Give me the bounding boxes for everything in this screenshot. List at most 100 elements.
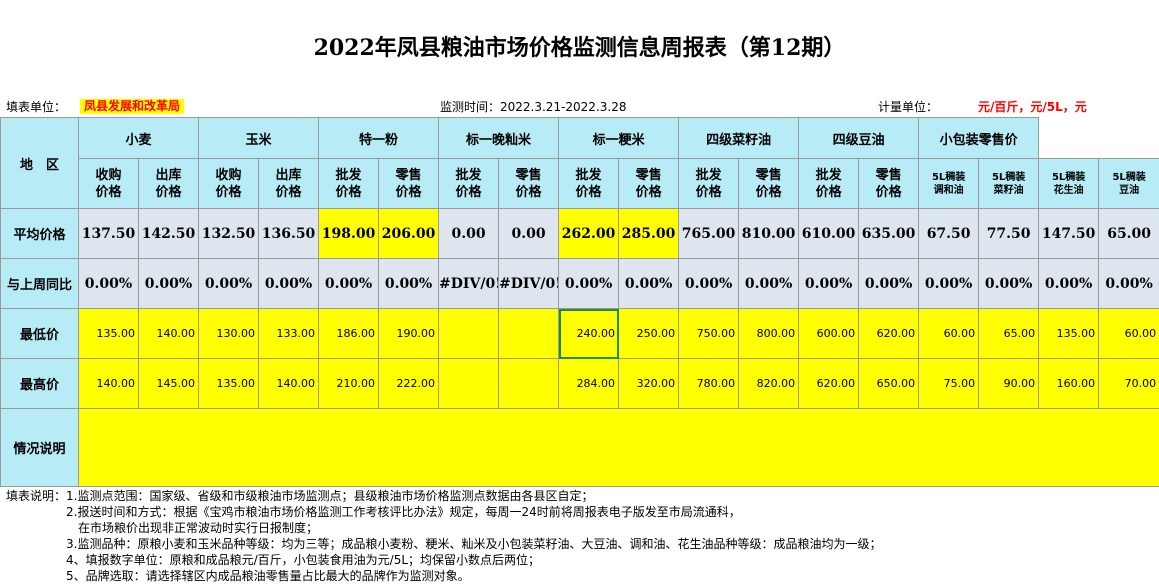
price-cell[interactable]: 810.00 [738, 208, 800, 259]
group-header[interactable]: 小包装零售价 [918, 117, 1040, 159]
unit-value-cell[interactable]: 凤县发展和改革局 [80, 99, 185, 114]
price-cell[interactable]: 635.00 [858, 208, 920, 259]
column-header[interactable]: 零售 价格 [738, 158, 800, 209]
price-cell[interactable]: 90.00 [978, 358, 1040, 409]
price-cell[interactable]: 67.50 [918, 208, 980, 259]
price-cell[interactable]: #DIV/0! [438, 258, 500, 309]
price-cell[interactable]: 136.50 [258, 208, 320, 259]
price-cell[interactable]: 0.00% [198, 258, 260, 309]
price-cell[interactable]: 0.00% [978, 258, 1040, 309]
column-header[interactable]: 出库 价格 [258, 158, 320, 209]
price-cell[interactable]: 198.00 [318, 208, 380, 259]
price-cell[interactable]: 60.00 [918, 308, 980, 359]
price-cell[interactable] [438, 358, 500, 409]
column-header[interactable]: 批发 价格 [318, 158, 380, 209]
price-cell[interactable]: 650.00 [858, 358, 920, 409]
price-cell[interactable]: 0.00% [137, 258, 200, 309]
price-cell[interactable]: 130.00 [198, 308, 260, 359]
price-cell[interactable]: 600.00 [798, 308, 860, 359]
price-cell[interactable]: 0.00% [258, 258, 320, 309]
price-cell[interactable]: 60.00 [1098, 308, 1159, 359]
price-cell[interactable]: 0.00% [798, 258, 860, 309]
notes-header[interactable]: 情况说明 [0, 408, 79, 487]
price-cell[interactable]: 0.00% [378, 258, 440, 309]
price-cell[interactable]: 800.00 [738, 308, 800, 359]
column-header[interactable]: 5L稠装 调和油 [918, 158, 980, 209]
row-label[interactable]: 最高价 [0, 358, 79, 409]
price-cell[interactable]: 620.00 [858, 308, 920, 359]
group-header[interactable]: 四级豆油 [798, 117, 920, 159]
group-header[interactable]: 四级菜籽油 [678, 117, 800, 159]
price-cell[interactable]: 0.00% [1038, 258, 1100, 309]
price-cell[interactable]: 75.00 [918, 358, 980, 409]
price-cell[interactable]: #DIV/0! [498, 258, 560, 309]
column-header[interactable]: 零售 价格 [378, 158, 440, 209]
price-cell[interactable]: 0.00% [858, 258, 920, 309]
price-cell[interactable]: 77.50 [978, 208, 1040, 259]
price-cell[interactable]: 0.00% [918, 258, 980, 309]
price-cell[interactable]: 0.00 [498, 208, 560, 259]
group-header[interactable]: 玉米 [198, 117, 320, 159]
price-cell[interactable]: 610.00 [798, 208, 860, 259]
price-cell[interactable]: 206.00 [378, 208, 440, 259]
price-cell[interactable]: 262.00 [558, 208, 620, 259]
column-header[interactable]: 零售 价格 [858, 158, 920, 209]
group-header[interactable]: 小麦 [77, 117, 200, 159]
price-cell[interactable]: 0.00% [618, 258, 680, 309]
price-cell[interactable]: 65.00 [1098, 208, 1159, 259]
column-header[interactable]: 收购 价格 [198, 158, 260, 209]
column-header[interactable]: 批发 价格 [678, 158, 740, 209]
column-header[interactable]: 收购 价格 [78, 158, 139, 209]
price-cell[interactable] [438, 308, 500, 359]
price-cell[interactable]: 620.00 [798, 358, 860, 409]
group-header[interactable]: 标一粳米 [558, 117, 680, 159]
column-header[interactable]: 零售 价格 [618, 158, 680, 209]
price-cell[interactable]: 0.00% [558, 258, 620, 309]
row-label[interactable]: 与上周同比 [0, 258, 79, 309]
column-header[interactable]: 5L稠装 花生油 [1038, 158, 1100, 209]
price-cell[interactable]: 222.00 [378, 358, 440, 409]
price-cell[interactable]: 145.00 [137, 358, 200, 409]
price-cell[interactable]: 0.00% [318, 258, 380, 309]
price-cell[interactable]: 160.00 [1038, 358, 1100, 409]
region-header[interactable]: 地 区 [0, 117, 79, 209]
price-cell[interactable]: 135.00 [1038, 308, 1100, 359]
column-header[interactable]: 出库 价格 [137, 158, 200, 209]
price-cell[interactable] [498, 308, 560, 359]
group-header[interactable]: 特一粉 [318, 117, 440, 159]
price-cell[interactable]: 0.00% [738, 258, 800, 309]
price-cell[interactable]: 0.00 [438, 208, 500, 259]
price-cell[interactable]: 135.00 [198, 358, 260, 409]
price-cell[interactable]: 186.00 [318, 308, 380, 359]
price-cell[interactable]: 137.50 [78, 208, 139, 259]
price-cell[interactable]: 210.00 [318, 358, 380, 409]
price-cell[interactable]: 133.00 [258, 308, 320, 359]
price-cell[interactable]: 140.00 [258, 358, 320, 409]
notes-cell[interactable] [77, 408, 1159, 487]
column-header[interactable]: 批发 价格 [798, 158, 860, 209]
price-cell[interactable] [498, 358, 560, 409]
price-cell[interactable]: 140.00 [137, 308, 200, 359]
price-cell[interactable]: 820.00 [738, 358, 800, 409]
price-cell[interactable]: 65.00 [978, 308, 1040, 359]
price-cell[interactable]: 0.00% [1098, 258, 1159, 309]
price-cell[interactable]: 250.00 [618, 308, 680, 359]
price-cell[interactable]: 284.00 [558, 358, 620, 409]
price-cell[interactable]: 0.00% [678, 258, 740, 309]
price-cell[interactable]: 285.00 [618, 208, 680, 259]
price-cell[interactable]: 142.50 [137, 208, 200, 259]
price-cell[interactable]: 140.00 [78, 358, 139, 409]
group-header[interactable]: 标一晚籼米 [438, 117, 560, 159]
price-cell[interactable]: 190.00 [378, 308, 440, 359]
price-cell[interactable]: 320.00 [618, 358, 680, 409]
row-label[interactable]: 平均价格 [0, 208, 79, 259]
price-cell[interactable]: 0.00% [78, 258, 139, 309]
price-cell[interactable]: 70.00 [1098, 358, 1159, 409]
price-cell[interactable]: 147.50 [1038, 208, 1100, 259]
column-header[interactable]: 零售 价格 [498, 158, 560, 209]
price-cell[interactable]: 750.00 [678, 308, 740, 359]
price-cell[interactable]: 240.00 [558, 308, 620, 359]
column-header[interactable]: 批发 价格 [438, 158, 500, 209]
column-header[interactable]: 批发 价格 [558, 158, 620, 209]
row-label[interactable]: 最低价 [0, 308, 79, 359]
